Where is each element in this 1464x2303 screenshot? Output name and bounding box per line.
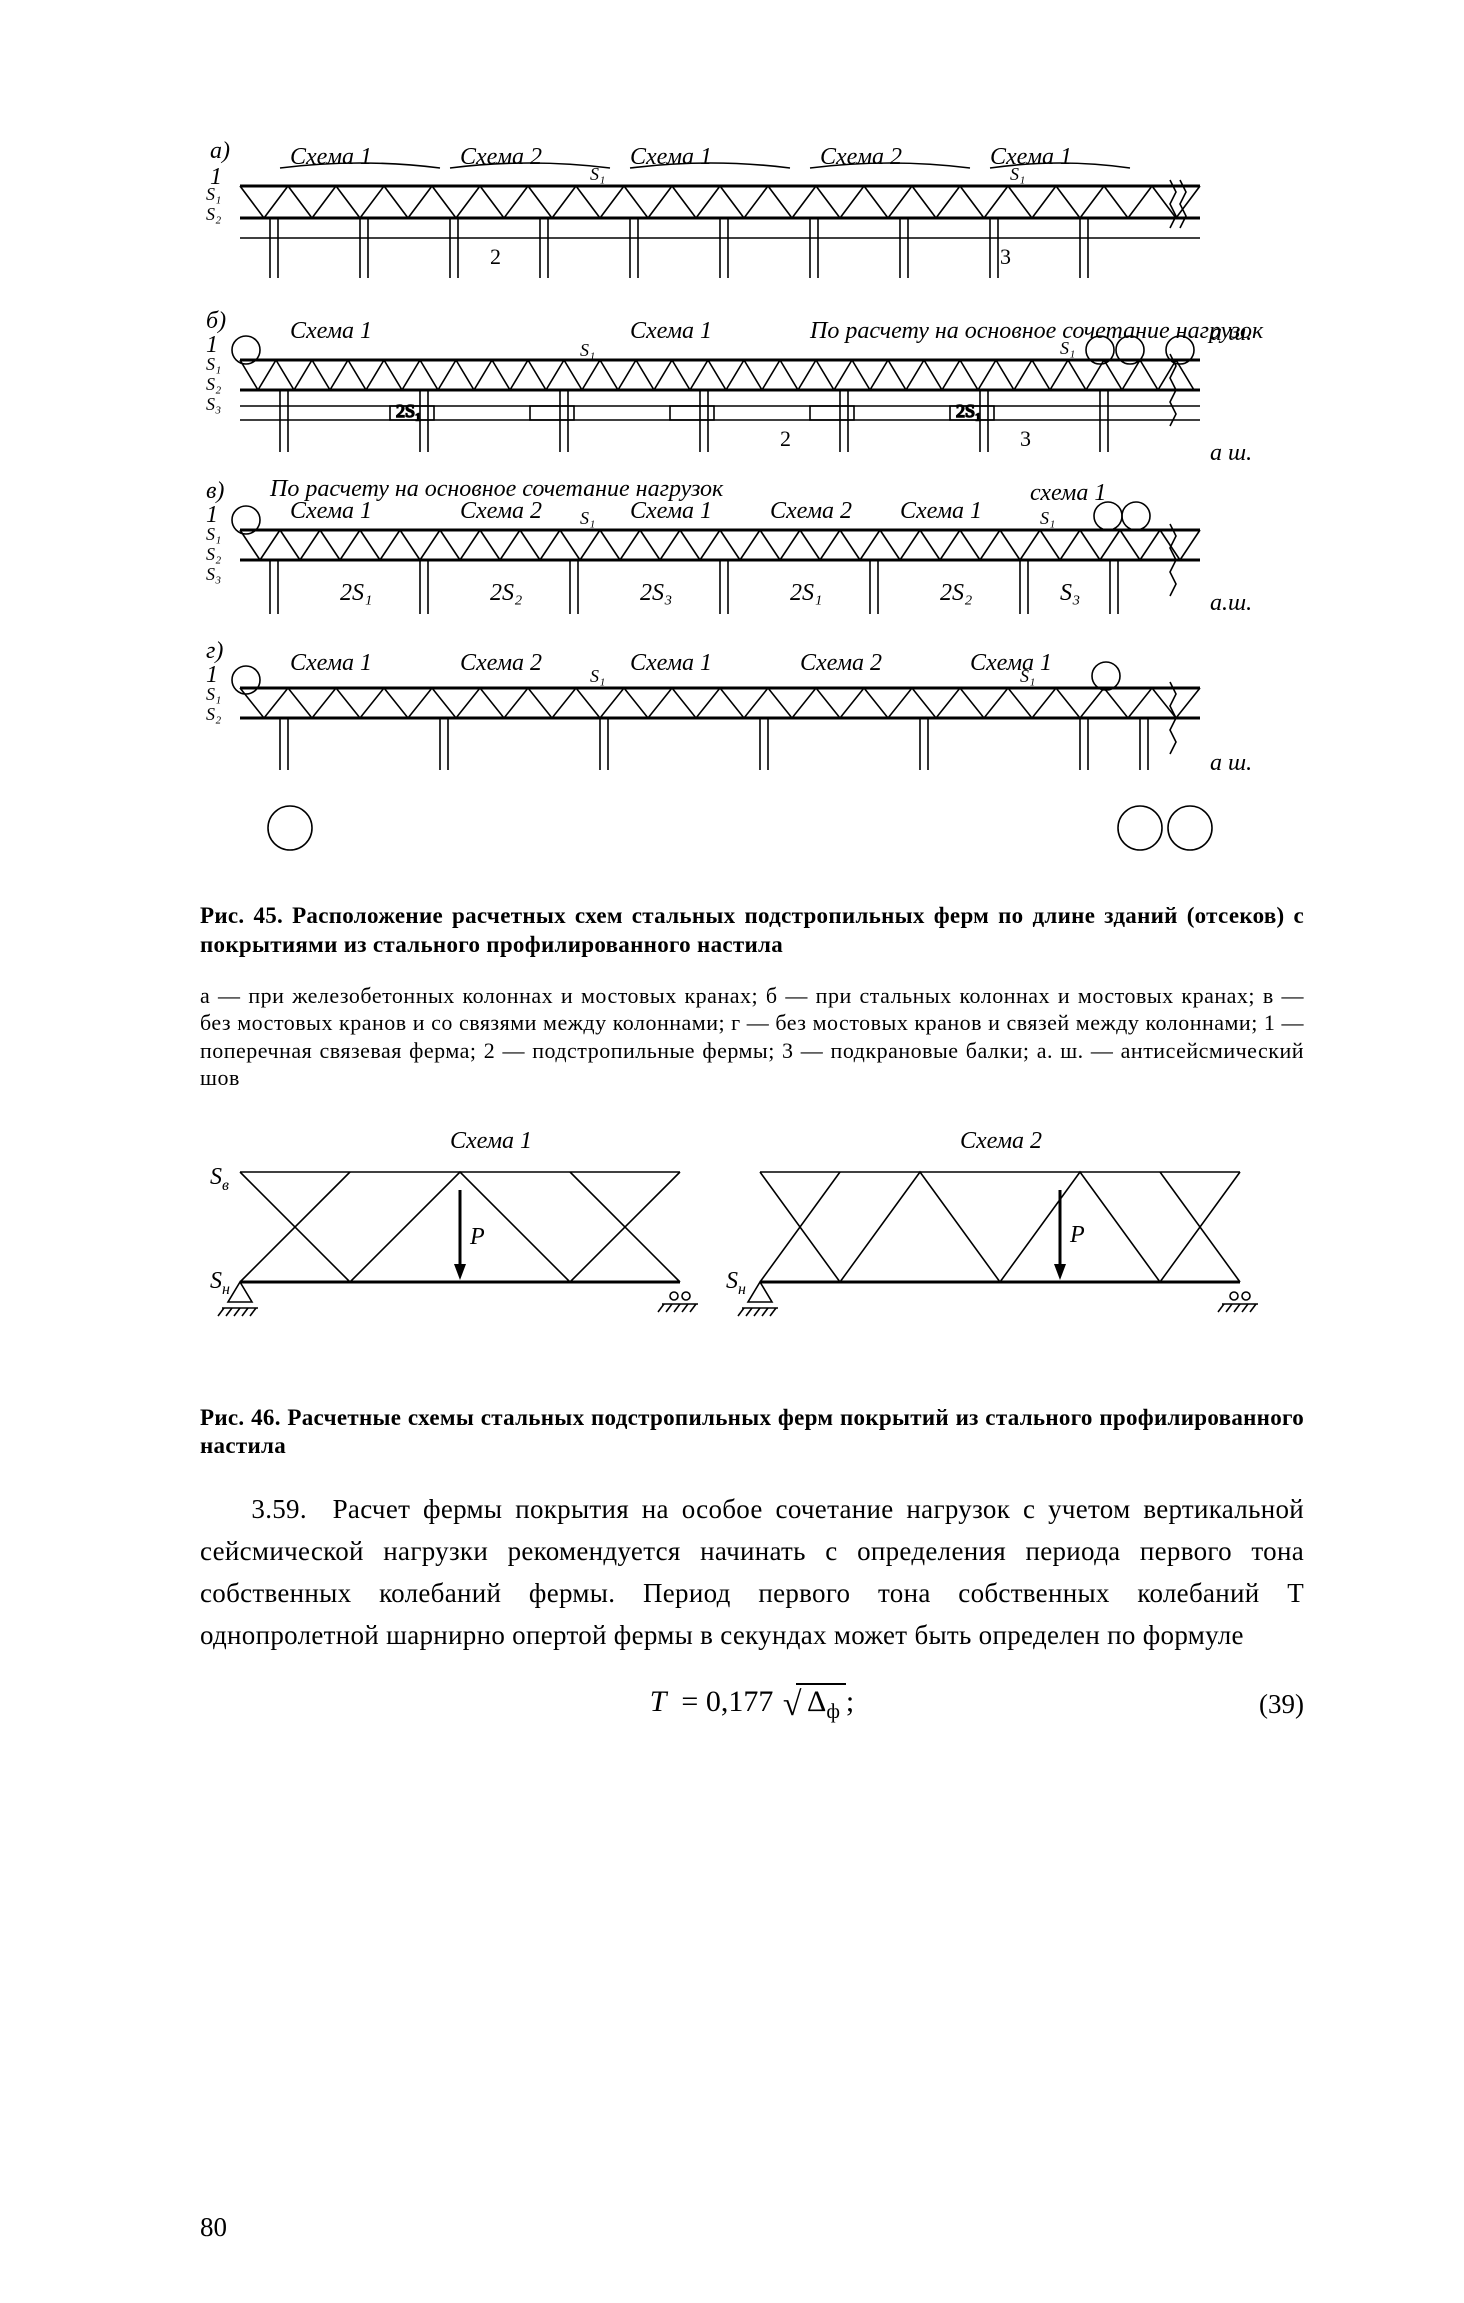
svg-text:2S₁: 2S₁ [790,580,822,606]
svg-text:Схема 2: Схема 2 [460,498,542,524]
svg-text:Схема 1: Схема 1 [630,650,712,676]
svg-text:S₃: S₃ [206,394,221,414]
svg-text:Схема 1: Схема 1 [290,650,372,676]
svg-text:Схема 1: Схема 1 [900,498,982,524]
formula-39: T = 0,177 √ Δф; (39) [200,1683,1304,1724]
svg-text:S₂: S₂ [206,374,221,394]
svg-text:Схема 2: Схема 2 [460,650,542,676]
svg-text:S₁: S₁ [590,666,605,686]
svg-text:Схема 1: Схема 1 [630,318,712,344]
svg-text:S₁: S₁ [1020,666,1035,686]
svg-text:Схема 2: Схема 2 [800,650,882,676]
svg-text:а ш.: а ш. [1210,320,1252,346]
svg-text:2S₃: 2S₃ [640,580,672,606]
fig46-caption: Рис. 46. Расчетные схемы стальных подстр… [200,1404,1304,1462]
svg-text:S₁: S₁ [1010,164,1025,184]
svg-text:P: P [469,1224,485,1250]
svg-text:Sн: Sн [726,1268,746,1298]
fig45-caption: Рис. 45. Расположение расчетных схем ста… [200,902,1304,960]
svg-text:S₁: S₁ [206,354,221,374]
svg-text:2S₂: 2S₂ [940,580,972,606]
svg-text:S₂: S₂ [206,704,221,724]
svg-text:2S₁: 2S₁ [396,401,421,421]
tag-b: б) [206,308,226,334]
svg-text:а.ш.: а.ш. [1210,590,1252,616]
svg-text:S₂: S₂ [206,204,221,224]
svg-text:По расчету на основное сочетан: По расчету на основное сочетание нагрузо… [809,318,1264,344]
svg-text:S₁: S₁ [206,684,221,704]
page-number: 80 [200,2212,227,2243]
svg-text:2S₁: 2S₁ [340,580,372,606]
svg-text:а ш.: а ш. [1210,750,1252,776]
svg-text:S₂: S₂ [206,544,221,564]
svg-text:2S₁: 2S₁ [956,401,981,421]
svg-text:S₁: S₁ [206,524,221,544]
svg-text:2S₂: 2S₂ [490,580,522,606]
svg-text:Sн: Sн [210,1268,230,1298]
fig45-note: а — при железобетонных колоннах и мостов… [200,982,1304,1092]
svg-text:2: 2 [780,426,791,451]
svg-text:S₁: S₁ [206,184,221,204]
svg-text:S₃: S₃ [1060,580,1080,606]
tag-g: г) [206,638,223,664]
svg-text:Схема 2: Схема 2 [770,498,852,524]
svg-text:3: 3 [1020,426,1031,451]
svg-text:S₁: S₁ [580,340,595,360]
para-3-59: 3.59. Расчет фермы покрытия на особое со… [200,1489,1304,1656]
fig-46: .s{stroke:#000;fill:none}.th{stroke-widt… [200,1122,1280,1382]
svg-text:Схема 1: Схема 1 [290,318,372,344]
svg-text:схема 1: схема 1 [1030,480,1106,506]
svg-text:Схема 1: Схема 1 [970,650,1052,676]
svg-text:3: 3 [1000,244,1011,269]
svg-text:Sв: Sв [210,1164,229,1194]
svg-text:S₁: S₁ [1040,508,1055,528]
svg-text:Схема 1: Схема 1 [450,1128,532,1154]
tag-v: в) [206,478,224,504]
svg-text:P: P [1069,1222,1085,1248]
fig-45: .s{stroke:#000;fill:none} .th{stroke-wid… [200,140,1280,880]
svg-text:а ш.: а ш. [1210,440,1252,466]
svg-text:Схема 2: Схема 2 [960,1128,1042,1154]
svg-text:Схема 1: Схема 1 [290,498,372,524]
svg-text:2: 2 [490,244,501,269]
svg-text:S₁: S₁ [1060,338,1075,358]
svg-text:Схема 1: Схема 1 [630,498,712,524]
svg-text:S₁: S₁ [580,508,595,528]
tag-a: а) [210,140,230,164]
svg-text:S₃: S₃ [206,564,221,584]
